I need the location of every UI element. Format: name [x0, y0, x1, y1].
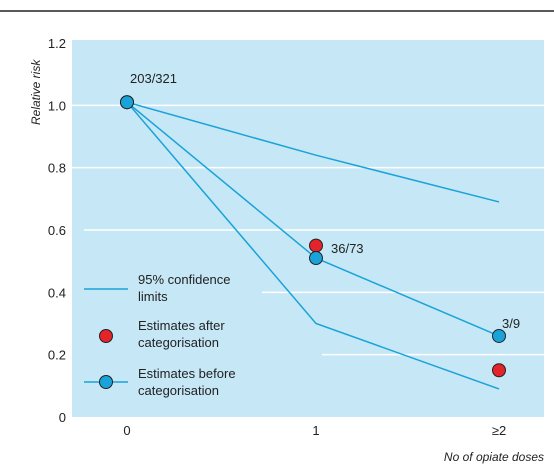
annotation-3-9: 3/9: [502, 316, 520, 331]
y-axis-label: Relative risk: [29, 59, 43, 125]
data-point: [492, 363, 506, 378]
axis-ticks: 0 0.2 0.4 0.6 0.8 1.0 1.2 0 1 ≥2: [48, 36, 506, 438]
legend-label-before-2: categorisation: [138, 383, 219, 398]
annotation-36-73: 36/73: [331, 241, 364, 256]
y-tick-label: 0.2: [48, 348, 66, 363]
legend-red-circle-icon: [99, 329, 113, 343]
annotations: 203/321 36/73 3/9: [130, 71, 520, 331]
y-tick-label: 1.2: [48, 36, 66, 51]
x-tick-label: 0: [123, 423, 130, 438]
legend-label-before-1: Estimates before: [138, 366, 236, 381]
legend-label-ci-2: limits: [138, 289, 168, 304]
x-tick-label: 1: [312, 423, 319, 438]
x-tick-label: ≥2: [492, 423, 506, 438]
y-tick-label: 0.6: [48, 223, 66, 238]
annotation-203-321: 203/321: [130, 71, 177, 86]
data-point: [309, 238, 323, 253]
series-line: [126, 101, 500, 203]
series-markers: [120, 95, 506, 378]
legend-label-after-2: categorisation: [138, 335, 219, 350]
y-tick-label: 0.8: [48, 161, 66, 176]
legend-label-ci-1: 95% confidence: [138, 272, 231, 287]
plot-background: [72, 40, 544, 417]
legend-blue-circle-icon: [99, 375, 113, 389]
legend-label-after-1: Estimates after: [138, 318, 225, 333]
y-tick-label: 0.4: [48, 285, 66, 300]
y-tick-label: 0: [59, 410, 66, 425]
data-point: [120, 95, 134, 110]
x-axis-label: No of opiate doses: [444, 450, 544, 464]
gridlines: [72, 104, 544, 356]
data-point: [492, 328, 506, 343]
legend: 95% confidence limits Estimates after ca…: [84, 272, 236, 398]
data-point: [309, 251, 323, 266]
y-tick-label: 1.0: [48, 98, 66, 113]
series-line: [126, 101, 500, 390]
